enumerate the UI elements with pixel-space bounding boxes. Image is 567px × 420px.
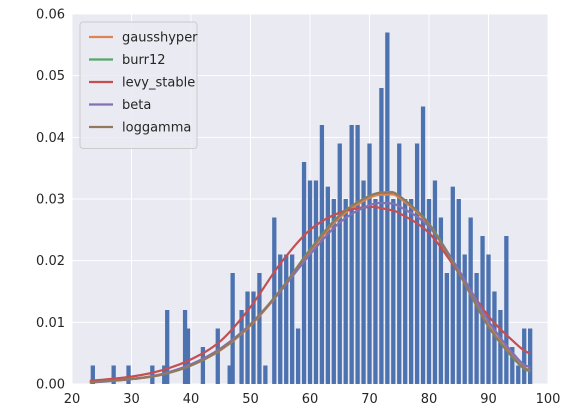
legend-label: loggamma [122,121,191,136]
histogram-bar [420,106,426,384]
histogram-bar [227,365,232,384]
x-tick-labels: 20 30 40 50 60 70 80 90 100 [64,392,561,407]
histogram-bar [325,186,330,384]
x-tick-label: 100 [536,392,561,407]
histogram-bar [337,143,342,384]
histogram-bar [301,162,307,384]
histogram-bar [150,365,155,384]
histogram-bar [391,199,396,384]
histogram-bar [343,199,348,384]
histogram-bar [444,273,449,384]
histogram-bar [239,310,244,384]
y-tick-label: 0.04 [36,131,65,146]
histogram-bar [215,328,220,384]
histogram-bar [90,365,95,384]
histogram-bar [492,291,497,384]
fit-curves [89,190,531,384]
histogram-bar [403,199,408,384]
histogram-bar [456,199,461,384]
x-tick-label: 80 [421,392,438,407]
y-tick-label: 0.05 [36,69,65,84]
histogram-bar [200,347,206,384]
histogram-bar [516,365,521,384]
histogram-bar [263,365,268,384]
histogram-bar [278,254,283,384]
histogram-bar [462,254,467,384]
histogram-bar [373,199,378,384]
histogram-bar [468,217,473,384]
histogram-bar [313,180,319,384]
histogram-bar [397,143,402,384]
y-tick-label: 0.02 [36,254,65,269]
histogram-bar [438,217,444,384]
x-tick-label: 90 [480,392,497,407]
histogram-bar [450,186,455,384]
histogram-bar [165,310,170,384]
histogram-bar [290,254,295,384]
histogram-bar [182,310,188,384]
y-tick-label: 0.03 [36,193,65,208]
x-tick-label: 70 [361,392,378,407]
y-tick-label: 0.06 [36,8,65,23]
histogram-bar [319,125,325,384]
histogram-bar [245,291,250,384]
histogram-bar [257,273,262,384]
histogram-bar [307,180,313,384]
histogram-bar [111,365,116,384]
x-tick-label: 60 [302,392,319,407]
histogram-bar [432,180,438,384]
legend-label: beta [122,98,151,113]
x-tick-label: 40 [183,392,200,407]
histogram-bar [251,291,256,384]
y-tick-label: 0.01 [36,316,65,331]
legend-label: burr12 [122,53,166,68]
histogram-bar [295,328,301,384]
histogram-bar [284,254,289,384]
histogram-bar [510,347,515,384]
histogram-bar [385,32,390,384]
histogram-bar [272,217,277,384]
legend-label: gausshyper [122,31,198,46]
histogram-bar [331,199,336,384]
x-tick-label: 20 [64,392,81,407]
histogram-bar [355,125,360,384]
y-tick-label: 0.00 [36,378,65,393]
x-tick-label: 50 [242,392,259,407]
histogram-bar [349,125,354,384]
histogram-bar [522,328,527,384]
legend-label: levy_stable [122,76,195,91]
histogram-bar [504,236,509,384]
histogram-bar [528,328,533,384]
histogram-bar [361,180,366,384]
x-tick-label: 30 [123,392,140,407]
histogram-bar [379,88,384,384]
histogram-bar [409,199,414,384]
histogram-bar [426,199,432,384]
fit-curve-loggamma [89,191,531,384]
histogram-bar [185,328,191,384]
histogram-bar [126,365,131,384]
y-tick-labels: 0.00 0.01 0.02 0.03 0.04 0.05 0.06 [36,8,65,393]
histogram-bar [414,143,420,384]
histogram-bar [474,273,479,384]
histogram-bar [367,143,372,384]
legend-box [79,21,198,149]
histogram-bar [498,310,503,384]
